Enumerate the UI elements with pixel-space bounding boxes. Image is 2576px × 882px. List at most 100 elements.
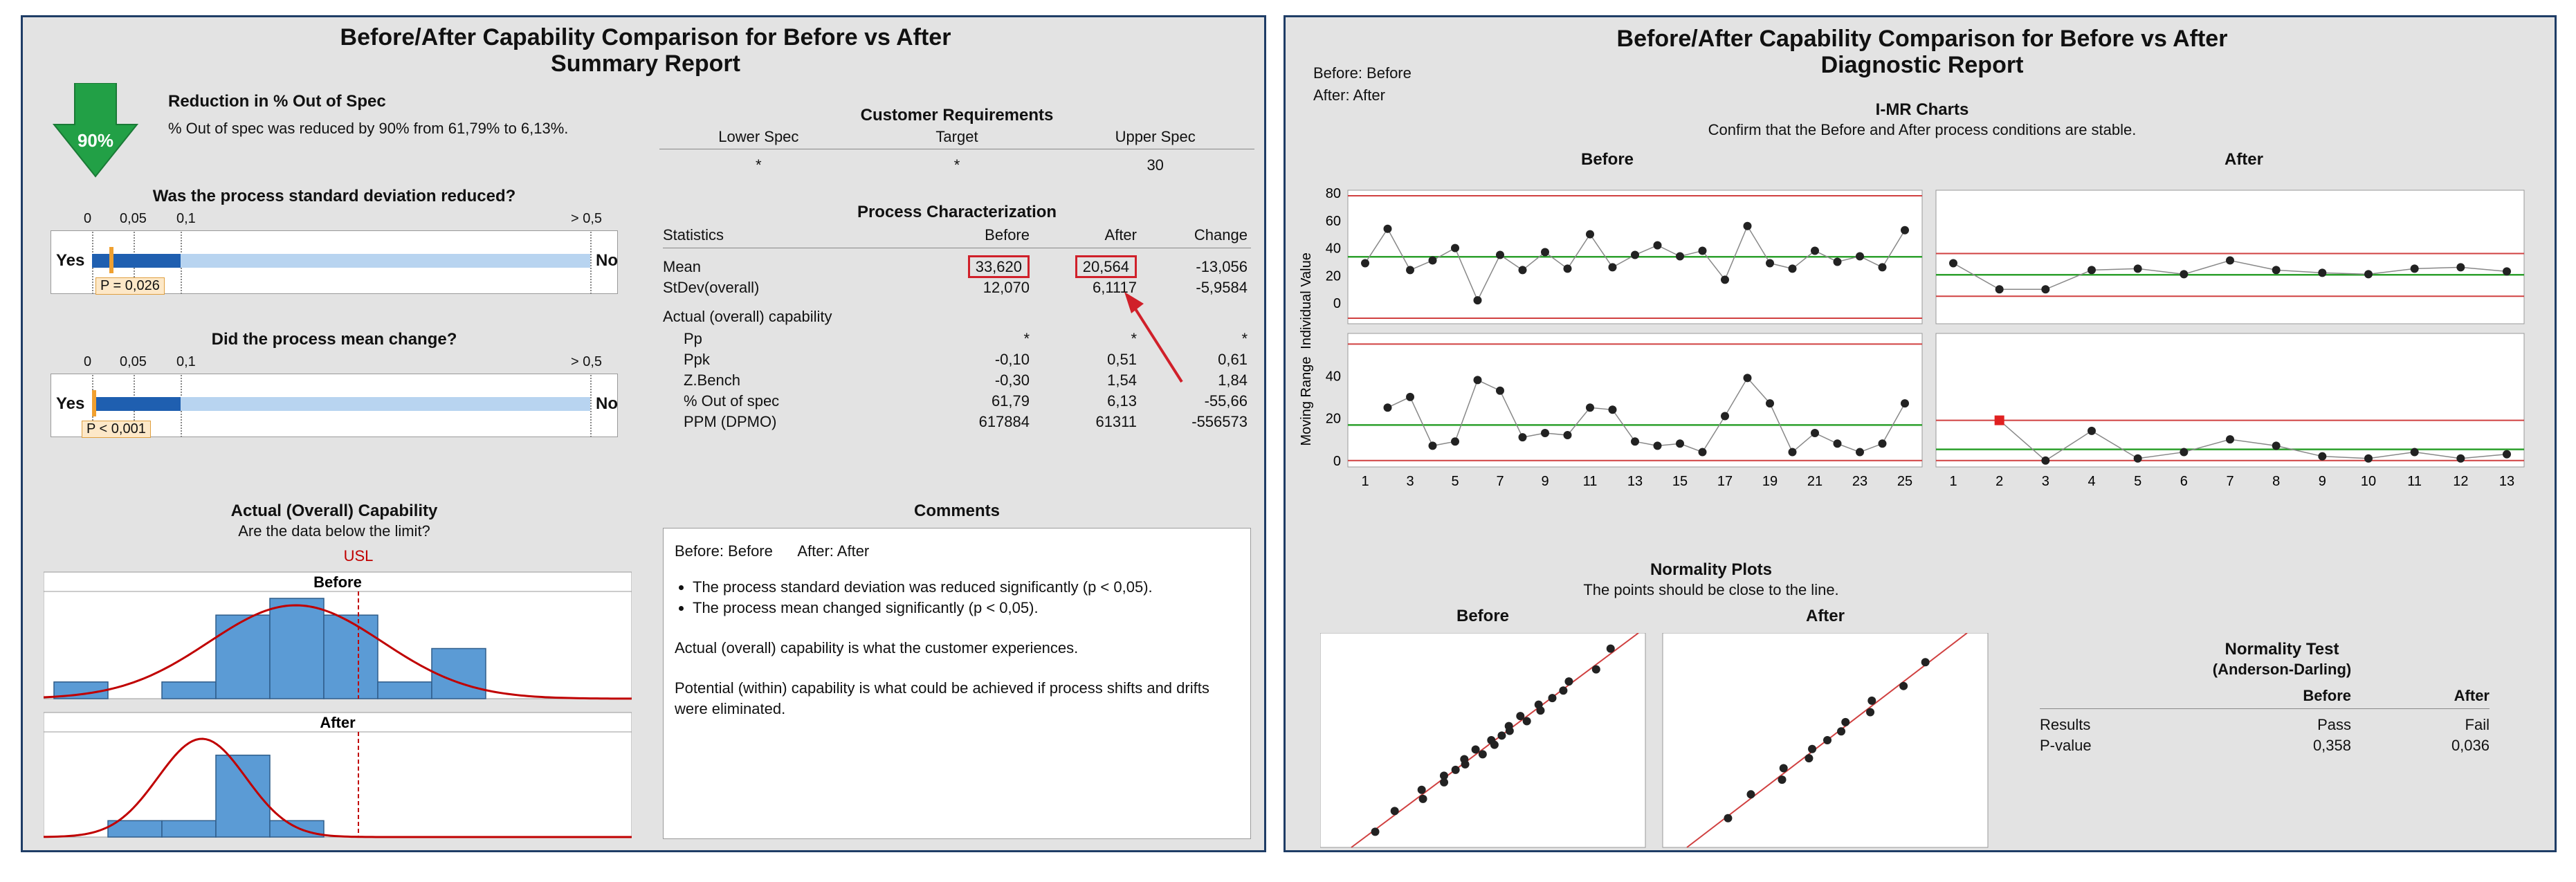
process-table: Statistics Before After Change Mean 33,6… xyxy=(663,226,1251,432)
mean-pvalue-marker xyxy=(92,390,96,416)
reduction-arrow-icon: 90% xyxy=(52,83,139,178)
normality-point xyxy=(1559,686,1568,695)
data-point xyxy=(1676,252,1684,261)
no-label: No xyxy=(596,394,618,413)
tick-05: > 0,5 xyxy=(571,211,603,226)
data-point xyxy=(1788,264,1797,273)
x-tick-label: 1 xyxy=(1949,474,1957,489)
normality-title: Normality Plots xyxy=(1650,560,1773,579)
fit-curve xyxy=(44,604,632,700)
normality-point xyxy=(1564,677,1573,686)
before-label: Before: Before xyxy=(1313,64,1412,82)
data-point xyxy=(2180,270,2189,279)
normality-point xyxy=(1899,681,1908,690)
red-arrow-icon xyxy=(1124,292,1183,383)
data-point xyxy=(1676,439,1684,448)
yes-label: Yes xyxy=(56,251,85,270)
data-point xyxy=(1406,266,1414,275)
x-tick-label: 5 xyxy=(2134,474,2141,489)
tick-0: 0 xyxy=(84,354,92,369)
x-tick-label: 1 xyxy=(1361,474,1369,489)
normality-point xyxy=(1823,736,1832,744)
summary-subtitle: Summary Report xyxy=(551,50,740,77)
data-point xyxy=(2180,448,2189,457)
flagged-point xyxy=(1994,415,2004,425)
customer-title: Customer Requirements xyxy=(860,106,1054,125)
col-statistics: Statistics xyxy=(663,226,724,244)
normality-point xyxy=(1504,722,1513,731)
after-label: After: After xyxy=(1313,86,1385,104)
data-point xyxy=(1541,428,1549,437)
data-point xyxy=(1856,252,1864,261)
data-point xyxy=(1496,386,1504,395)
data-point xyxy=(1473,376,1482,385)
x-tick-label: 21 xyxy=(1807,474,1823,489)
after-hist-label: After xyxy=(320,714,356,731)
data-point xyxy=(2456,454,2465,463)
data-point xyxy=(2041,456,2050,465)
x-tick-label: 11 xyxy=(2407,474,2422,489)
normality-after-label: After xyxy=(1805,607,1845,625)
table-row: Pp * * * xyxy=(684,330,1248,347)
y-tick-label: 60 xyxy=(1326,214,1341,229)
tick-005: 0,05 xyxy=(120,354,147,369)
data-point xyxy=(1563,431,1572,440)
x-tick-label: 3 xyxy=(1406,474,1414,489)
x-tick-label: 13 xyxy=(2499,474,2514,489)
data-point xyxy=(1811,246,1819,255)
mean-before-highlight: 33,620 xyxy=(967,255,1030,278)
lower-spec-value: * xyxy=(756,156,762,174)
table-row: Mean 33,620 20,564 -13,056 xyxy=(663,255,1251,278)
data-point xyxy=(1901,399,1909,408)
comment-bullet: The process mean changed significantly (… xyxy=(693,598,1239,618)
col-after: After xyxy=(1104,226,1137,244)
table-row: PPM (DPMO) 617884 61311 -556573 xyxy=(684,413,1248,430)
x-tick-label: 11 xyxy=(1583,474,1598,489)
yes-label: Yes xyxy=(56,394,85,413)
x-tick-label: 6 xyxy=(2180,474,2188,489)
x-tick-label: 17 xyxy=(1717,474,1733,489)
data-point xyxy=(1833,257,1842,266)
x-tick-label: 2 xyxy=(1995,474,2003,489)
comment-p2: Potential (within) capability is what co… xyxy=(675,679,1209,717)
tick-005: 0,05 xyxy=(120,211,147,226)
data-point xyxy=(1608,405,1617,414)
data-point xyxy=(2456,263,2465,272)
data-point xyxy=(1743,374,1752,383)
reduction-heading: Reduction in % Out of Spec xyxy=(168,92,386,111)
data-point xyxy=(1721,412,1729,421)
mean-question: Did the process mean change? xyxy=(211,330,457,349)
normality-point xyxy=(1487,736,1496,744)
data-point xyxy=(1766,399,1774,408)
table-row: Ppk -0,10 0,51 0,61 xyxy=(684,351,1248,368)
data-point xyxy=(1608,263,1617,272)
data-point xyxy=(1721,275,1729,284)
stdev-pvalue: P = 0,026 xyxy=(95,277,165,295)
series-line xyxy=(1999,420,2508,461)
data-point xyxy=(2088,266,2096,275)
reduction-text: % Out of spec was reduced by 90% from 61… xyxy=(168,120,569,137)
normality-point xyxy=(1497,731,1506,740)
normality-point xyxy=(1606,644,1615,653)
data-point xyxy=(2318,452,2327,461)
data-point xyxy=(1563,264,1572,273)
y-tick-label: 40 xyxy=(1326,241,1341,257)
data-point xyxy=(1586,403,1594,412)
data-point xyxy=(1995,285,2004,294)
x-tick-label: 8 xyxy=(2272,474,2280,489)
x-tick-label: 5 xyxy=(1451,474,1459,489)
histogram-bar xyxy=(431,647,486,699)
capability-histograms: USL Before After xyxy=(44,547,632,838)
mean-test-bar: 0 0,05 0,1 > 0,5 Yes No P < 0,001 xyxy=(51,354,618,448)
summary-report-panel: Before/After Capability Comparison for B… xyxy=(21,15,1266,852)
data-point xyxy=(1541,248,1549,257)
x-tick-label: 10 xyxy=(2361,474,2376,489)
x-tick-label: 19 xyxy=(1762,474,1778,489)
x-tick-label: 12 xyxy=(2453,474,2468,489)
data-point xyxy=(1856,448,1864,457)
comment-p1: Actual (overall) capability is what the … xyxy=(675,639,1079,656)
table-row: % Out of spec 61,79 6,13 -55,66 xyxy=(684,392,1248,410)
usl-label: USL xyxy=(344,547,374,564)
diagnostic-report-panel: Before/After Capability Comparison for B… xyxy=(1284,15,2557,852)
data-point xyxy=(1631,250,1639,259)
